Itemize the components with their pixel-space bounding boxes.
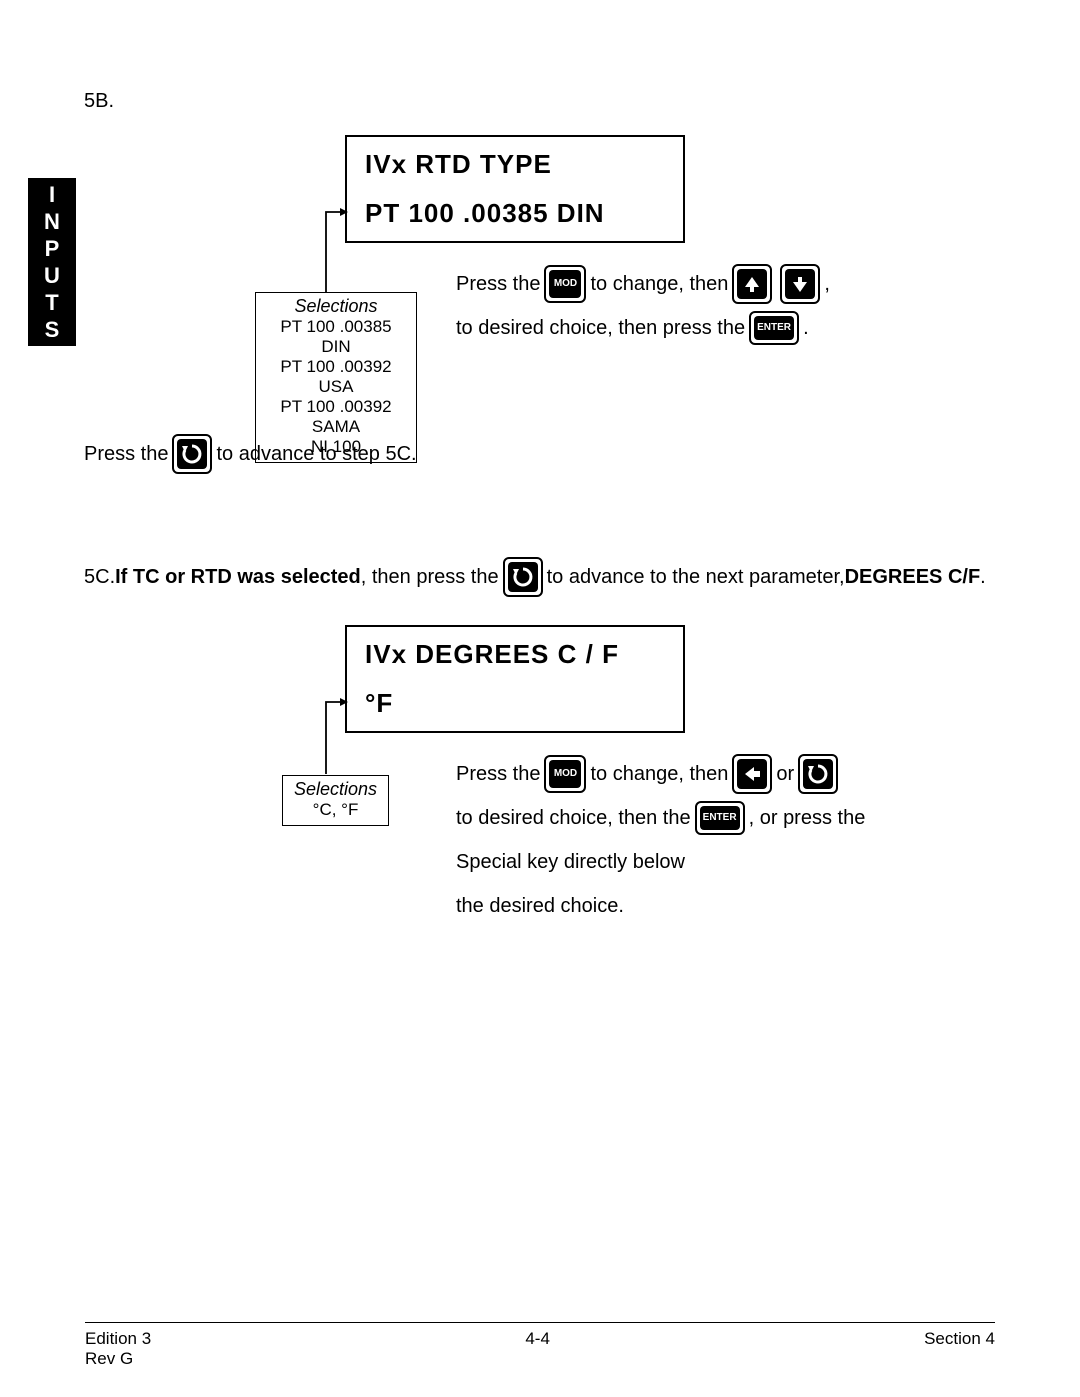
text: .	[803, 306, 809, 350]
display-degrees: IVx DEGREES C / F °F	[345, 625, 685, 733]
display-rtd-type: IVx RTD TYPE PT 100 .00385 DIN	[345, 135, 685, 243]
tab-letter: S	[45, 316, 60, 343]
display-line1: IVx RTD TYPE	[365, 149, 665, 180]
selections-title: Selections	[266, 296, 406, 317]
page-footer: Edition 3 Rev G 4-4 Section 4	[85, 1322, 995, 1369]
tab-letter: P	[45, 235, 60, 262]
mod-key-icon: MOD	[544, 265, 586, 303]
step-5c-bold: If TC or RTD was selected	[115, 555, 361, 599]
text: Special key directly below	[456, 840, 685, 884]
connector-line	[310, 698, 350, 778]
instruction-advance-5c: Press the to advance to step 5C.	[84, 432, 684, 476]
page: 5B. I N P U T S IVx RTD TYPE PT 100 .003…	[0, 0, 1080, 1397]
step-5c-line: 5C. If TC or RTD was selected , then pre…	[84, 555, 1004, 599]
text: , or press the	[749, 796, 866, 840]
tab-letter: U	[44, 262, 60, 289]
instruction-rtd: Press the MOD to change, then , to desir…	[456, 262, 876, 350]
inputs-section-tab: I N P U T S	[28, 178, 76, 346]
text: to advance to the next parameter,	[547, 555, 845, 599]
step-5b-label: 5B.	[84, 90, 114, 113]
tab-letter: I	[49, 181, 55, 208]
enter-key-icon: ENTER	[695, 801, 745, 835]
selection-option: PT 100 .00385 DIN	[266, 317, 406, 357]
text: to desired choice, then press the	[456, 306, 745, 350]
text: ,	[824, 262, 830, 306]
display-line2: PT 100 .00385 DIN	[365, 198, 665, 229]
tab-letter: T	[45, 289, 58, 316]
scroll-key-icon	[798, 754, 838, 794]
text: to change, then	[590, 752, 728, 796]
text: Press the	[456, 262, 540, 306]
selection-option: °C, °F	[293, 800, 378, 820]
text: the desired choice.	[456, 884, 624, 928]
tab-letter: N	[44, 208, 60, 235]
selection-option: PT 100 .00392 SAMA	[266, 397, 406, 437]
footer-section: Section 4	[924, 1329, 995, 1369]
left-arrow-key-icon	[732, 754, 772, 794]
text: to change, then	[590, 262, 728, 306]
mod-key-icon: MOD	[544, 755, 586, 793]
instruction-degrees: Press the MOD to change, then or to desi…	[456, 752, 896, 928]
display-line1: IVx DEGREES C / F	[365, 639, 665, 670]
footer-left: Edition 3 Rev G	[85, 1329, 151, 1369]
text: , then press the	[361, 555, 499, 599]
step-5c-param: DEGREES C/F	[845, 555, 981, 599]
connector-line	[310, 208, 350, 298]
selections-title: Selections	[293, 779, 378, 800]
footer-rev: Rev G	[85, 1349, 151, 1369]
step-5c-prefix: 5C.	[84, 555, 115, 599]
selection-option: PT 100 .00392 USA	[266, 357, 406, 397]
text: to desired choice, then the	[456, 796, 691, 840]
up-arrow-key-icon	[732, 264, 772, 304]
selections-degrees: Selections °C, °F	[282, 775, 389, 826]
text: Press the	[456, 752, 540, 796]
text: or	[776, 752, 794, 796]
display-line2: °F	[365, 688, 665, 719]
text: to advance to step 5C.	[216, 432, 416, 476]
text: .	[980, 555, 986, 599]
text: Press the	[84, 432, 168, 476]
footer-page-number: 4-4	[525, 1329, 550, 1369]
enter-key-icon: ENTER	[749, 311, 799, 345]
scroll-key-icon	[172, 434, 212, 474]
down-arrow-key-icon	[780, 264, 820, 304]
scroll-key-icon	[503, 557, 543, 597]
footer-edition: Edition 3	[85, 1329, 151, 1349]
